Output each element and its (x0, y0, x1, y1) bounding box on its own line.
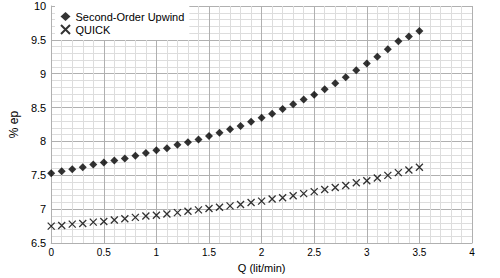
svg-text:6.5: 6.5 (31, 237, 46, 249)
svg-text:9: 9 (40, 68, 46, 80)
svg-text:0.5: 0.5 (97, 247, 111, 258)
svg-text:0: 0 (48, 247, 54, 258)
svg-text:10: 10 (34, 0, 46, 12)
svg-text:4: 4 (469, 247, 475, 258)
svg-text:7.5: 7.5 (31, 169, 46, 181)
svg-text:9.5: 9.5 (31, 34, 46, 46)
svg-text:1.5: 1.5 (202, 247, 216, 258)
svg-text:3.5: 3.5 (412, 247, 426, 258)
svg-text:% ep: % ep (7, 111, 21, 139)
svg-text:2: 2 (259, 247, 265, 258)
svg-text:7: 7 (40, 203, 46, 215)
svg-text:Q (lit/min): Q (lit/min) (238, 262, 286, 274)
svg-text:8.5: 8.5 (31, 102, 46, 114)
svg-text:QUICK: QUICK (76, 24, 112, 36)
svg-text:3: 3 (364, 247, 370, 258)
svg-text:8: 8 (40, 135, 46, 147)
svg-text:Second-Order Upwind: Second-Order Upwind (76, 11, 185, 23)
svg-text:1: 1 (154, 247, 160, 258)
svg-text:2.5: 2.5 (307, 247, 321, 258)
